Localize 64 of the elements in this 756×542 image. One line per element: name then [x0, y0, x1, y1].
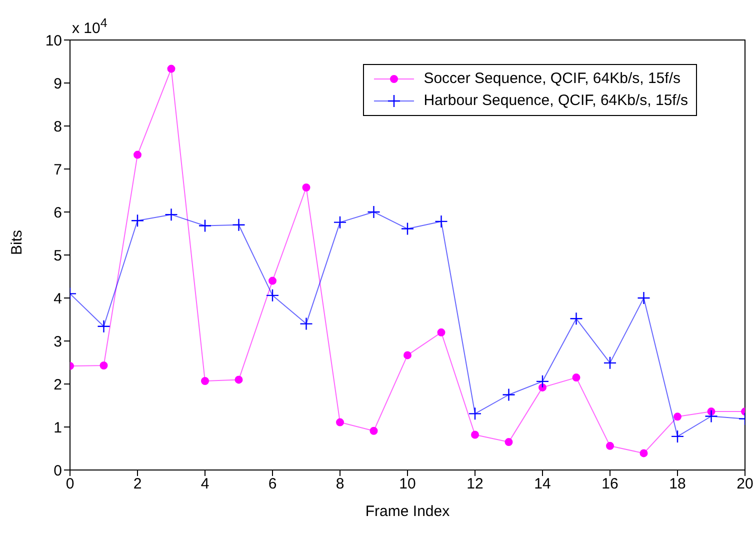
point [268, 276, 276, 285]
point [670, 430, 684, 444]
point [606, 442, 614, 450]
y-tick-label: 10 [45, 32, 62, 50]
point [471, 430, 479, 439]
point [704, 410, 718, 423]
point [300, 317, 313, 330]
y-tick-label: 5 [54, 247, 62, 264]
point [404, 351, 412, 360]
point [603, 356, 617, 370]
x-tick-label: 4 [200, 476, 210, 493]
point [134, 150, 142, 159]
legend-label: Soccer Sequence, QCIF, 64Kb/s, 15f/s [424, 70, 680, 87]
point [201, 376, 209, 385]
point [370, 426, 378, 435]
point [468, 407, 482, 420]
x-tick-label: 18 [669, 476, 686, 493]
point [640, 449, 648, 458]
text: x 10$^{4}$ [72, 16, 108, 37]
y-tick-label: 4 [54, 290, 62, 308]
point [302, 183, 310, 192]
point [333, 216, 347, 229]
point [538, 383, 546, 392]
legend-label: Harbour Sequence, QCIF, 64Kb/s, 15f/s [424, 92, 688, 109]
point [266, 288, 280, 302]
point [336, 418, 344, 426]
point [570, 312, 583, 326]
x-tick-label: 10 [399, 476, 416, 493]
x-tick-label: 6 [268, 476, 277, 493]
point [400, 222, 414, 236]
point [167, 64, 176, 73]
point [637, 291, 650, 305]
point [234, 376, 243, 384]
point [232, 218, 246, 232]
point [504, 438, 513, 446]
point [572, 374, 580, 382]
x-tick-label: 14 [534, 476, 551, 493]
x-tick-label: 8 [336, 476, 344, 493]
point [164, 208, 178, 222]
x-axis-title: Frame Index [365, 503, 450, 520]
y-tick-label: 8 [54, 118, 62, 136]
y-tick-label: 3 [54, 333, 62, 350]
x-tick-label: 2 [133, 476, 142, 493]
y-tick-label: 1 [54, 419, 62, 436]
x-tick-label: 0 [66, 476, 74, 493]
point [97, 320, 110, 333]
point [100, 362, 108, 370]
y-tick-label: 0 [54, 462, 62, 480]
point [502, 388, 516, 402]
point [367, 205, 380, 219]
y-axis-title: Bits [8, 230, 26, 255]
point [437, 328, 446, 336]
x-tick-label: 12 [466, 476, 484, 493]
point [674, 412, 682, 421]
y-tick-label: 2 [54, 376, 62, 394]
point [434, 214, 448, 228]
x-tick-label: 20 [736, 476, 754, 493]
point [130, 214, 144, 228]
point [536, 374, 550, 388]
y-tick-label: 6 [54, 204, 62, 222]
y-tick-label: 9 [54, 75, 62, 92]
x-tick-label: 16 [602, 476, 618, 493]
y-tick-label: 7 [54, 161, 62, 178]
point [198, 219, 212, 232]
